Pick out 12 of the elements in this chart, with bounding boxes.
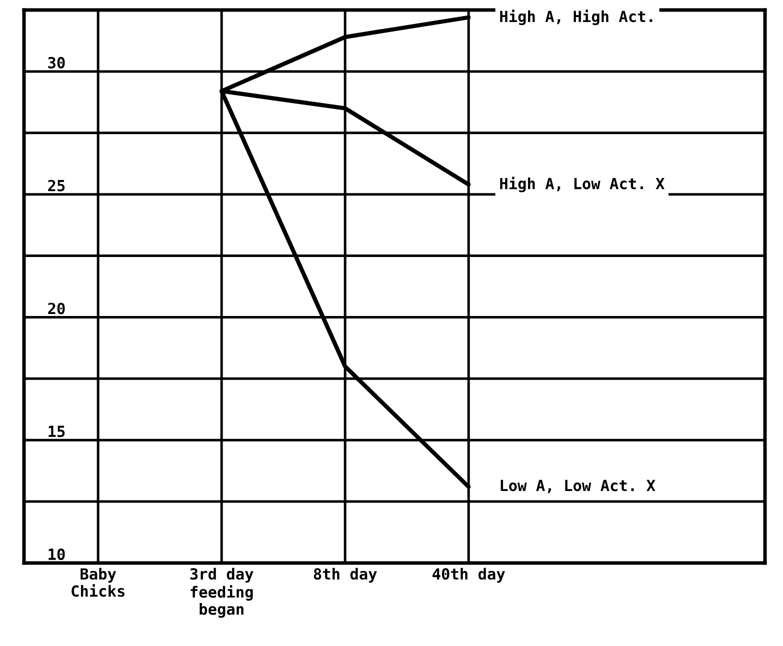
x-tick-label: 3rd day feeding began: [190, 568, 254, 618]
text: High A, High Act.: [500, 10, 652, 26]
x-tick-label: 8th day: [314, 568, 377, 583]
y-tick-label: 10: [48, 548, 65, 560]
text: Low A, Low Act. X: [500, 480, 656, 494]
y-tick-label: 30: [48, 56, 65, 68]
x-tick-label: 40th day: [432, 568, 505, 583]
x-tick-label: Baby Chicks: [72, 568, 124, 597]
y-tick-label: 25: [48, 180, 65, 192]
y-tick-label: 15: [48, 426, 65, 438]
y-tick-label: 20: [48, 302, 65, 314]
text: High A, Low Act. X: [500, 176, 665, 192]
